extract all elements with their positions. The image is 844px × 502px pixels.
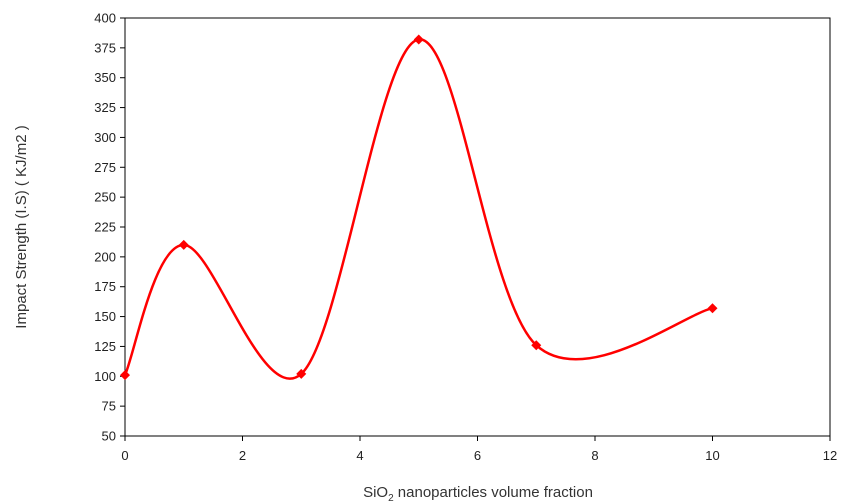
y-tick-label: 225 (94, 220, 116, 235)
x-tick-label: 2 (239, 448, 246, 463)
x-axis-title-subscript: 2 (388, 493, 394, 502)
x-tick-label: 6 (474, 448, 481, 463)
data-point-marker (296, 368, 307, 379)
y-tick-label: 50 (102, 429, 116, 444)
data-point-marker (178, 239, 189, 250)
y-tick-label: 400 (94, 11, 116, 26)
x-tick-label: 0 (121, 448, 128, 463)
y-axis-title: Impact Strength (I.S) ( KJ/m2 ) (13, 125, 30, 328)
y-tick-label: 200 (94, 249, 116, 264)
y-tick-label: 375 (94, 40, 116, 55)
x-tick-label: 12 (823, 448, 837, 463)
y-tick-label: 150 (94, 309, 116, 324)
y-axis-ticks: 50 75 100 125 150 175 200 225 250 275 300 325 350 375… (94, 11, 125, 444)
x-tick-label: 4 (356, 448, 363, 463)
y-tick-label: 350 (94, 70, 116, 85)
y-tick-label: 125 (94, 339, 116, 354)
data-point-marker (531, 340, 542, 351)
data-point-marker (707, 303, 718, 314)
y-tick-label: 75 (102, 399, 116, 414)
x-axis-ticks: 0 2 4 6 8 10 12 (121, 436, 837, 463)
y-tick-label: 100 (94, 369, 116, 384)
y-tick-label: 250 (94, 190, 116, 205)
data-point-marker (413, 34, 424, 45)
series-layer (120, 34, 718, 381)
x-axis-title-main: SiO (363, 484, 388, 501)
y-tick-label: 325 (94, 100, 116, 115)
y-tick-label: 175 (94, 279, 116, 294)
data-point-marker (120, 370, 130, 381)
x-axis-title: SiO2 nanoparticles volume fraction (363, 484, 593, 502)
x-axis-title-rest: nanoparticles volume fraction (394, 484, 593, 501)
x-tick-label: 10 (705, 448, 719, 463)
y-tick-label: 300 (94, 130, 116, 145)
y-tick-label: 275 (94, 160, 116, 175)
plot-area (124, 17, 831, 437)
x-tick-label: 8 (591, 448, 598, 463)
